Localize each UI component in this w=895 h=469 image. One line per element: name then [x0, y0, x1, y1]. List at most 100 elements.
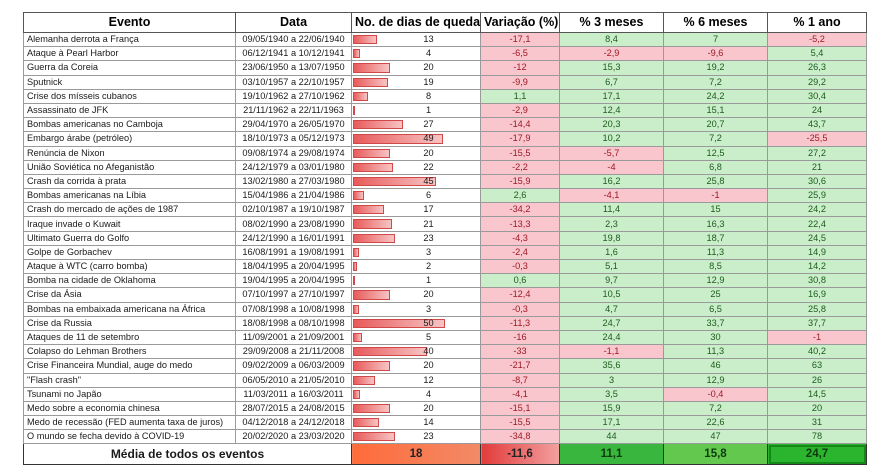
days-value: 2: [425, 261, 432, 272]
cell-dias: 20: [351, 400, 481, 417]
days-bar: [353, 361, 390, 371]
summary-3-meses: 11,1: [559, 443, 664, 466]
cell-variacao: -34,8: [480, 429, 560, 445]
table-row: Ultimato Guerra do Golfo 24/12/1990 a 16/…: [23, 230, 867, 246]
cell-evento: União Soviética no Afeganistão: [23, 159, 236, 175]
days-bar: [353, 432, 396, 442]
cell-data: 18/04/1995 a 20/04/1995: [235, 258, 352, 275]
days-value: 3: [425, 303, 432, 314]
cell-evento: Embargo árabe (petróleo): [23, 131, 236, 147]
cell-data: 20/02/2020 a 23/03/2020: [235, 429, 352, 445]
table-row: União Soviética no Afeganistão 24/12/1979…: [23, 159, 867, 175]
cell-3-meses: 8,4: [559, 31, 664, 48]
days-bar: [353, 162, 394, 172]
days-value: 3: [425, 246, 432, 257]
cell-1-ano: 25,8: [767, 301, 867, 317]
table-row: Crise dos mísseis cubanos 19/10/1962 a 27…: [23, 88, 867, 104]
days-bar: [353, 276, 355, 286]
cell-data: 18/10/1973 a 05/12/1973: [235, 131, 352, 147]
table-row: Assassinato de JFK 21/11/1962 a 22/11/196…: [23, 102, 867, 119]
cell-data: 03/10/1957 a 22/10/1957: [235, 74, 352, 90]
table-row: "Flash crash" 06/05/2010 a 21/05/2010 12 -8…: [23, 372, 867, 388]
cell-1-ano: 27,2: [767, 145, 867, 161]
cell-3-meses: 2,3: [559, 216, 664, 232]
cell-1-ano: 29,2: [767, 74, 867, 90]
cell-dias: 5: [351, 329, 481, 346]
table-row: Bomba na cidade de Oklahoma 19/04/1995 a …: [23, 273, 867, 289]
cell-dias: 6: [351, 188, 481, 204]
days-value: 1: [425, 275, 432, 286]
days-bar: [353, 347, 427, 357]
cell-variacao: 0,6: [480, 273, 560, 289]
cell-3-meses: 6,7: [559, 74, 664, 90]
cell-data: 06/12/1941 a 10/12/1941: [235, 46, 352, 62]
days-value: 27: [423, 119, 434, 130]
cell-1-ano: -1: [767, 329, 867, 346]
cell-1-ano: 37,7: [767, 315, 867, 331]
cell-dias: 13: [351, 31, 481, 48]
cell-evento: Guerra da Coreia: [23, 60, 236, 76]
cell-6-meses: 47: [663, 429, 768, 445]
cell-6-meses: 24,2: [663, 88, 768, 104]
cell-3-meses: 35,6: [559, 358, 664, 374]
days-bar: [353, 148, 390, 158]
cell-1-ano: 25,9: [767, 188, 867, 204]
table-row: Iraque invade o Kuwait 08/02/1990 a 23/08…: [23, 216, 867, 232]
cell-dias: 20: [351, 358, 481, 374]
cell-6-meses: -0,4: [663, 386, 768, 402]
cell-3-meses: 15,3: [559, 60, 664, 76]
cell-data: 19/10/1962 a 27/10/1962: [235, 88, 352, 104]
cell-6-meses: 19,2: [663, 60, 768, 76]
table-row: Crise da Ásia 07/10/1997 a 27/10/1997 20 -1…: [23, 287, 867, 303]
cell-data: 07/08/1998 a 10/08/1998: [235, 301, 352, 317]
cell-1-ano: 26,3: [767, 60, 867, 76]
cell-dias: 19: [351, 74, 481, 90]
cell-3-meses: 10,5: [559, 287, 664, 303]
days-value: 20: [423, 147, 434, 158]
days-value: 20: [423, 289, 434, 300]
cell-dias: 1: [351, 102, 481, 119]
cell-variacao: -21,7: [480, 358, 560, 374]
cell-evento: Ataque à Pearl Harbor: [23, 46, 236, 62]
days-bar: [353, 63, 390, 73]
days-bar: [353, 247, 359, 257]
table-row: Tsunami no Japão 11/03/2011 a 16/03/2011 4…: [23, 386, 867, 402]
cell-6-meses: 12,9: [663, 372, 768, 388]
cell-1-ano: 30,8: [767, 273, 867, 289]
table-row: Alemanha derrota a França 09/05/1940 a 22…: [23, 31, 867, 48]
days-value: 50: [423, 317, 434, 328]
cell-1-ano: 5,4: [767, 46, 867, 62]
days-bar: [353, 304, 359, 314]
cell-evento: Bomba na cidade de Oklahoma: [23, 273, 236, 289]
cell-3-meses: 3,5: [559, 386, 664, 402]
days-value: 40: [423, 346, 434, 357]
cell-variacao: -17,1: [480, 31, 560, 48]
table-row: Renúncia de Nixon 09/08/1974 a 29/08/1974…: [23, 145, 867, 161]
table-body: Alemanha derrota a França 09/05/1940 a 22…: [23, 31, 867, 445]
cell-variacao: -8,7: [480, 372, 560, 388]
table-row: O mundo se fecha devido à COVID-19 20/02/…: [23, 429, 867, 445]
cell-dias: 17: [351, 202, 481, 218]
cell-dias: 4: [351, 386, 481, 402]
cell-data: 06/05/2010 a 21/05/2010: [235, 372, 352, 388]
cell-dias: 23: [351, 230, 481, 246]
cell-evento: Alemanha derrota a França: [23, 31, 236, 48]
header-6-meses: % 6 meses: [663, 12, 768, 33]
cell-data: 16/08/1991 a 19/08/1991: [235, 244, 352, 261]
cell-6-meses: 6,8: [663, 159, 768, 175]
cell-variacao: -15,1: [480, 400, 560, 417]
days-value: 4: [425, 388, 432, 399]
cell-data: 04/12/2018 a 24/12/2018: [235, 415, 352, 431]
cell-variacao: -15,5: [480, 145, 560, 161]
cell-6-meses: 25,8: [663, 173, 768, 190]
cell-evento: Golpe de Gorbachev: [23, 244, 236, 261]
cell-variacao: -13,3: [480, 216, 560, 232]
cell-6-meses: 30: [663, 329, 768, 346]
cell-6-meses: -1: [663, 188, 768, 204]
cell-6-meses: 7,2: [663, 400, 768, 417]
cell-3-meses: 1,6: [559, 244, 664, 261]
days-bar: [353, 77, 388, 87]
cell-1-ano: 31: [767, 415, 867, 431]
cell-dias: 12: [351, 372, 481, 388]
header-variacao: Variação (%): [480, 12, 560, 33]
